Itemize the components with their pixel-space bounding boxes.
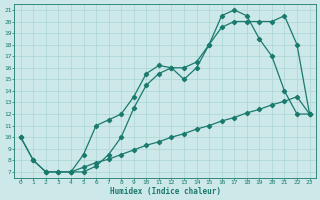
- X-axis label: Humidex (Indice chaleur): Humidex (Indice chaleur): [110, 187, 220, 196]
